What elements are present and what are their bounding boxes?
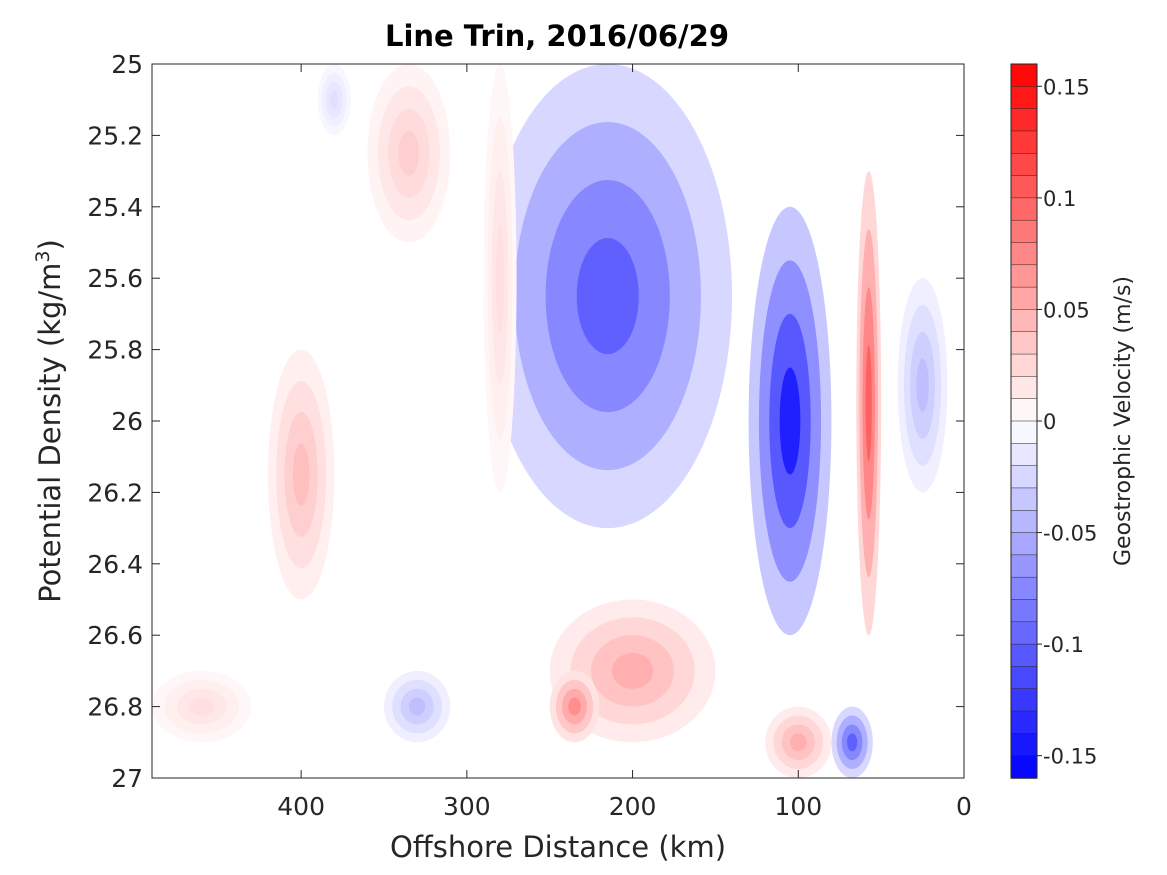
colorbar-swatch [1010, 197, 1038, 221]
colorbar-swatch [1010, 86, 1038, 110]
colorbar-swatch [1010, 153, 1038, 177]
y-tick-label: 25.4 [87, 193, 143, 222]
colorbar-swatch [1010, 398, 1038, 422]
x-tick-label: 300 [443, 792, 491, 821]
x-tick-label: 100 [774, 792, 822, 821]
colorbar-ticks: 0.15 0.1 0.05 0 -0.05 -0.1 -0.15 [1037, 75, 1097, 769]
colorbar-swatch [1010, 599, 1038, 623]
colorbar-swatch [1010, 710, 1038, 735]
colorbar-tick-label: 0 [1043, 410, 1056, 434]
contour-band-1-3 [779, 367, 801, 475]
colorbar-swatch [1010, 487, 1038, 511]
colorbar-swatch [1010, 465, 1038, 489]
colorbar-tick-label: -0.1 [1043, 633, 1084, 657]
colorbar-swatch [1010, 108, 1038, 132]
colorbar-swatch [1010, 130, 1038, 154]
contour-band-5-3 [790, 733, 807, 752]
colorbar-swatch [1010, 666, 1038, 690]
colorbar-tick-label: -0.15 [1043, 745, 1097, 769]
colorbar-swatch [1010, 353, 1038, 378]
x-tick-label: 400 [277, 792, 325, 821]
colorbar-swatch [1010, 532, 1038, 556]
colorbar-swatch [1010, 175, 1038, 199]
contour-band-13-3 [916, 358, 929, 413]
x-axis: 400 300 200 100 0 [277, 64, 972, 821]
colorbar-swatch [1010, 376, 1038, 400]
y-axis-label: Potential Density (kg/m3) [32, 239, 67, 603]
y-axis-label-end: ) [33, 239, 67, 250]
y-tick-label: 26.6 [87, 621, 143, 650]
colorbar-swatch [1010, 219, 1038, 244]
y-axis-label-sup: 3 [32, 250, 54, 262]
y-tick-label: 26.4 [87, 550, 143, 579]
colorbar: 0.15 0.1 0.05 0 -0.05 -0.1 -0.15 Geostrophic V… [1010, 63, 1136, 779]
colorbar-swatch [1010, 309, 1038, 333]
contour-band-12-3 [189, 697, 215, 716]
y-tick-label: 25 [111, 50, 143, 79]
colorbar-swatch [1010, 443, 1038, 467]
colorbar-swatch [1010, 576, 1038, 601]
colorbar-tick-label: 0.05 [1043, 298, 1090, 322]
y-axis-label-base: Potential Density (kg/m [33, 263, 67, 603]
chart-title: Line Trin, 2016/06/29 [385, 19, 729, 53]
colorbar-label: Geostrophic Velocity (m/s) [1111, 276, 1136, 566]
x-tick-label: 200 [609, 792, 657, 821]
contour-band-7-3 [398, 130, 420, 176]
contour-band-9-3 [330, 90, 339, 109]
colorbar-swatch [1010, 286, 1038, 311]
colorbar-tick-label: 0.1 [1043, 187, 1076, 211]
y-tick-label: 26.8 [87, 693, 143, 722]
colorbar-tick-label: 0.15 [1043, 75, 1090, 99]
colorbar-swatch [1010, 510, 1038, 534]
colorbar-swatch [1010, 63, 1038, 88]
contour-band-10-3 [408, 697, 426, 716]
colorbar-swatch [1010, 554, 1038, 578]
colorbar-swatch [1010, 621, 1038, 645]
contour-band-4-3 [568, 697, 581, 716]
contour-band-3-3 [611, 653, 654, 689]
y-tick-label: 27 [111, 764, 143, 793]
colorbar-swatch [1010, 733, 1038, 757]
contour-band-8-3 [495, 224, 505, 332]
y-axis: 25 25.2 25.4 25.6 25.8 26 26.2 26.4 26.6 26.8 27 [87, 50, 964, 793]
colorbar-swatch [1010, 643, 1038, 668]
y-tick-label: 25.6 [87, 264, 143, 293]
x-tick-label: 0 [956, 792, 972, 821]
contour-field [152, 63, 948, 778]
colorbar-swatch [1010, 755, 1038, 779]
contour-band-11-3 [846, 733, 858, 752]
colorbar-swatches [1010, 63, 1038, 779]
colorbar-swatch [1010, 242, 1038, 266]
contour-band-6-3 [292, 443, 310, 506]
colorbar-swatch [1010, 331, 1038, 355]
contour-band-2-3 [865, 345, 872, 462]
y-tick-label: 25.8 [87, 336, 143, 365]
y-tick-label: 26.2 [87, 478, 143, 507]
colorbar-swatch [1010, 688, 1038, 712]
colorbar-tick-label: -0.05 [1043, 522, 1097, 546]
contour-band-0-3 [576, 238, 639, 355]
colorbar-swatch [1010, 420, 1038, 445]
y-tick-label: 26 [111, 407, 143, 436]
y-tick-label: 25.2 [87, 121, 143, 150]
x-axis-label: Offshore Distance (km) [390, 830, 726, 864]
plot-area [151, 63, 965, 779]
colorbar-swatch [1010, 264, 1038, 288]
